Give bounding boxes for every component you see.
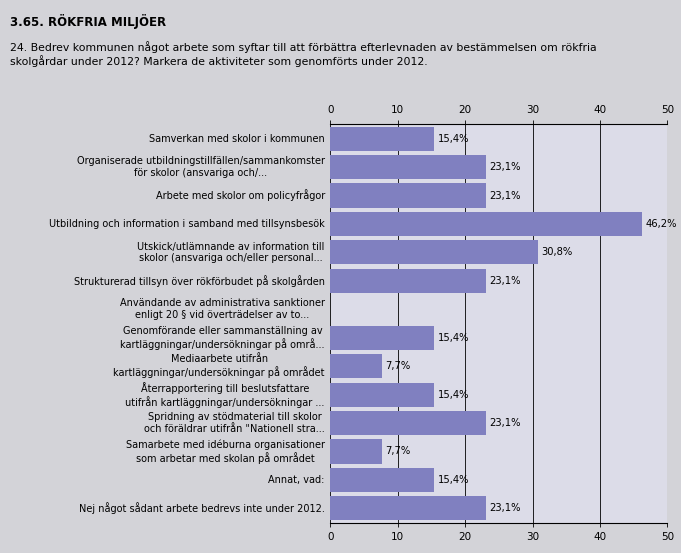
Text: 23,1%: 23,1%: [490, 276, 521, 286]
Bar: [330, 184, 486, 207]
Bar: [330, 496, 486, 520]
Text: 15,4%: 15,4%: [437, 134, 469, 144]
Text: Arbete med skolor om policyfrågor: Arbete med skolor om policyfrågor: [155, 190, 325, 201]
Text: Återrapportering till beslutsfattare
utifrån kartläggningar/undersökningar ...: Återrapportering till beslutsfattare uti…: [125, 382, 325, 408]
Bar: [330, 440, 382, 463]
Text: Utskick/utlämnande av information till
skolor (ansvariga och/eller personal...: Utskick/utlämnande av information till s…: [138, 242, 325, 263]
Text: 24. Bedrev kommunen något arbete som syftar till att förbättra efterlevnaden av : 24. Bedrev kommunen något arbete som syf…: [10, 41, 597, 67]
Text: 3.65. RÖKFRIA MILJÖER: 3.65. RÖKFRIA MILJÖER: [10, 14, 166, 29]
Text: 30,8%: 30,8%: [541, 247, 573, 257]
Text: 7,7%: 7,7%: [385, 446, 411, 456]
Text: Samverkan med skolor i kommunen: Samverkan med skolor i kommunen: [149, 134, 325, 144]
Text: Genomförande eller sammanställning av
kartläggningar/undersökningar på områ...: Genomförande eller sammanställning av ka…: [121, 326, 325, 349]
Text: Mediaarbete utifrån
kartläggningar/undersökningar på området: Mediaarbete utifrån kartläggningar/under…: [113, 354, 325, 378]
Text: 15,4%: 15,4%: [437, 475, 469, 485]
Text: Utbildning och information i samband med tillsynsbesök: Utbildning och information i samband med…: [49, 219, 325, 229]
Text: 23,1%: 23,1%: [490, 191, 521, 201]
Text: Användande av administrativa sanktioner
enligt 20 § vid överträdelser av to...: Användande av administrativa sanktioner …: [120, 299, 325, 320]
Bar: [330, 383, 434, 406]
Bar: [330, 155, 486, 179]
Bar: [330, 212, 642, 236]
Bar: [330, 326, 434, 350]
Bar: [330, 241, 538, 264]
Text: Annat, vad:: Annat, vad:: [268, 475, 325, 485]
Text: 23,1%: 23,1%: [490, 503, 521, 513]
Text: 7,7%: 7,7%: [385, 361, 411, 371]
Text: 23,1%: 23,1%: [490, 162, 521, 172]
Text: 23,1%: 23,1%: [490, 418, 521, 428]
Bar: [330, 411, 486, 435]
Bar: [330, 269, 486, 293]
Text: Spridning av stödmaterial till skolor
och föräldrar utifrån "Nationell stra...: Spridning av stödmaterial till skolor oc…: [144, 412, 325, 434]
Text: Nej något sådant arbete bedrevs inte under 2012.: Nej något sådant arbete bedrevs inte und…: [79, 503, 325, 514]
Text: Organiserade utbildningstillfällen/sammankomster
för skolor (ansvariga och/...: Organiserade utbildningstillfällen/samma…: [77, 156, 325, 178]
Text: 15,4%: 15,4%: [437, 390, 469, 400]
Text: Strukturerad tillsyn över rökförbudet på skolgården: Strukturerad tillsyn över rökförbudet på…: [74, 275, 325, 287]
Bar: [330, 127, 434, 151]
Bar: [330, 468, 434, 492]
Text: 46,2%: 46,2%: [645, 219, 677, 229]
Text: 15,4%: 15,4%: [437, 333, 469, 343]
Text: Samarbete med idéburna organisationer
som arbetar med skolan på området: Samarbete med idéburna organisationer so…: [126, 439, 325, 463]
Bar: [330, 354, 382, 378]
